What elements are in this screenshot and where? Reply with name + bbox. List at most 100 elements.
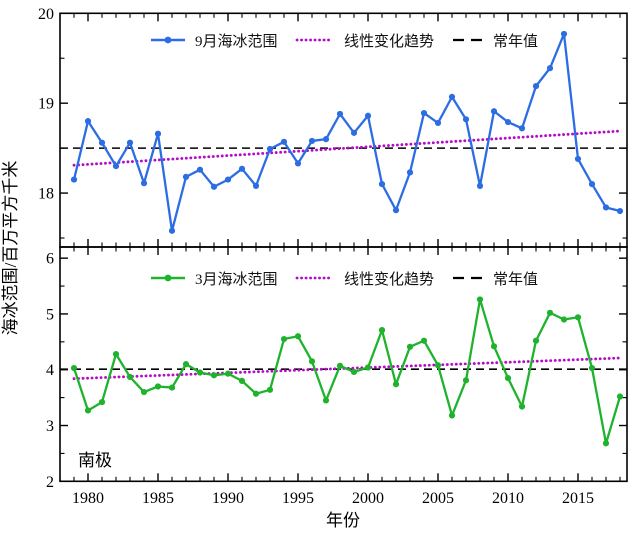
y-tick-label: 2 <box>46 474 54 491</box>
march-data-point <box>490 343 498 350</box>
september-data-point <box>168 227 176 234</box>
september-data-point <box>308 137 316 145</box>
september-data-point <box>448 93 456 100</box>
x-tick-label: 2010 <box>492 490 524 507</box>
september-data-point <box>224 176 232 183</box>
march-data-point <box>476 296 484 303</box>
y-tick-label: 5 <box>46 306 54 323</box>
september-data-point <box>196 166 204 173</box>
march-data-point <box>98 398 106 406</box>
september-data-point <box>616 207 624 215</box>
y-tick-label: 4 <box>46 362 54 379</box>
panel-frame <box>59 246 628 483</box>
september-data-point <box>602 204 610 211</box>
legend-label-trend: 线性变化趋势 <box>344 33 435 50</box>
march-data-point <box>168 384 176 391</box>
september-data-point <box>154 130 162 137</box>
march-data-point <box>532 337 540 344</box>
september-data-point <box>504 118 512 126</box>
september-data-point <box>546 65 554 72</box>
x-tick-label: 2005 <box>422 490 454 507</box>
legend-item-normal-top: 常年值 <box>452 32 539 50</box>
y-tick-label: 18 <box>38 186 54 203</box>
march-data-point <box>126 373 134 381</box>
september-data-point <box>462 116 470 123</box>
march-data-point <box>560 316 568 323</box>
september-data-point <box>126 139 134 146</box>
september-data-point <box>574 155 582 163</box>
september-data-point <box>140 180 148 187</box>
x-tick-label: 1990 <box>212 490 244 507</box>
september-series-line <box>72 32 621 232</box>
september-data-point <box>364 112 372 119</box>
march-data-point <box>588 364 596 372</box>
x-tick-label: 1980 <box>72 490 104 507</box>
march-data-point <box>336 362 344 369</box>
trend-line-legend-marker <box>295 38 335 42</box>
september-data-point <box>84 118 92 125</box>
march-data-point <box>294 333 302 340</box>
legend-item-trend-bottom: 线性变化趋势 <box>295 270 435 288</box>
march-data-point <box>210 372 218 379</box>
september-data-point <box>420 109 428 117</box>
september-data-point <box>378 180 386 188</box>
y-tick-label: 19 <box>38 96 54 113</box>
march-data-point <box>364 364 372 371</box>
september-series-legend-marker <box>151 36 185 44</box>
september-data-point <box>294 160 302 167</box>
y-tick-label: 6 <box>46 251 54 268</box>
normal-line-legend-marker <box>453 38 483 42</box>
march-data-point <box>392 381 400 388</box>
march-data-point <box>70 364 78 372</box>
september-data-point <box>518 125 526 132</box>
march-series-legend-marker <box>151 274 185 282</box>
september-data-point <box>252 182 260 189</box>
y-tick-label: 3 <box>46 418 54 435</box>
march-data-point <box>238 377 246 384</box>
legend-item-september: 9月海冰范围 <box>150 32 278 50</box>
september-data-point <box>336 110 344 118</box>
legend-label-normal: 常年值 <box>493 271 539 288</box>
september-data-point <box>434 119 442 127</box>
september-data-point <box>588 180 596 188</box>
september-data-point <box>322 136 330 143</box>
legend-item-normal-bottom: 常年值 <box>452 270 539 288</box>
legend-item-march: 3月海冰范围 <box>150 270 278 288</box>
march-data-point <box>448 412 456 419</box>
september-data-point <box>266 145 274 153</box>
september-data-point <box>392 207 400 214</box>
september-data-point <box>210 183 218 190</box>
march-data-point <box>322 397 330 404</box>
march-data-point <box>196 369 204 376</box>
march-data-point <box>154 383 162 390</box>
legend-label-trend: 线性变化趋势 <box>344 271 435 288</box>
march-data-point <box>434 362 442 369</box>
march-data-point <box>504 374 512 382</box>
september-data-point <box>280 138 288 145</box>
march-data-point <box>280 335 288 343</box>
september-data-point <box>490 108 498 115</box>
september-data-point <box>350 129 358 136</box>
march-data-point <box>266 386 274 393</box>
september-data-point <box>406 169 414 176</box>
march-data-point <box>518 403 526 410</box>
september-data-point <box>70 176 78 183</box>
march-data-point <box>406 343 414 350</box>
legend-label-normal: 常年值 <box>493 33 539 50</box>
september-data-point <box>182 173 190 180</box>
september-data-point <box>476 182 484 189</box>
september-data-point <box>532 83 540 90</box>
normal-line-legend-marker <box>453 276 483 280</box>
march-data-point <box>252 390 260 397</box>
march-data-point <box>546 309 554 316</box>
march-data-point <box>378 327 386 334</box>
march-data-point <box>224 370 232 377</box>
legend-item-trend-top: 线性变化趋势 <box>295 32 435 50</box>
march-data-point <box>616 393 624 400</box>
march-data-point <box>350 368 358 376</box>
september-data-point <box>238 165 246 172</box>
march-data-point <box>574 314 582 321</box>
march-data-point <box>462 377 470 384</box>
